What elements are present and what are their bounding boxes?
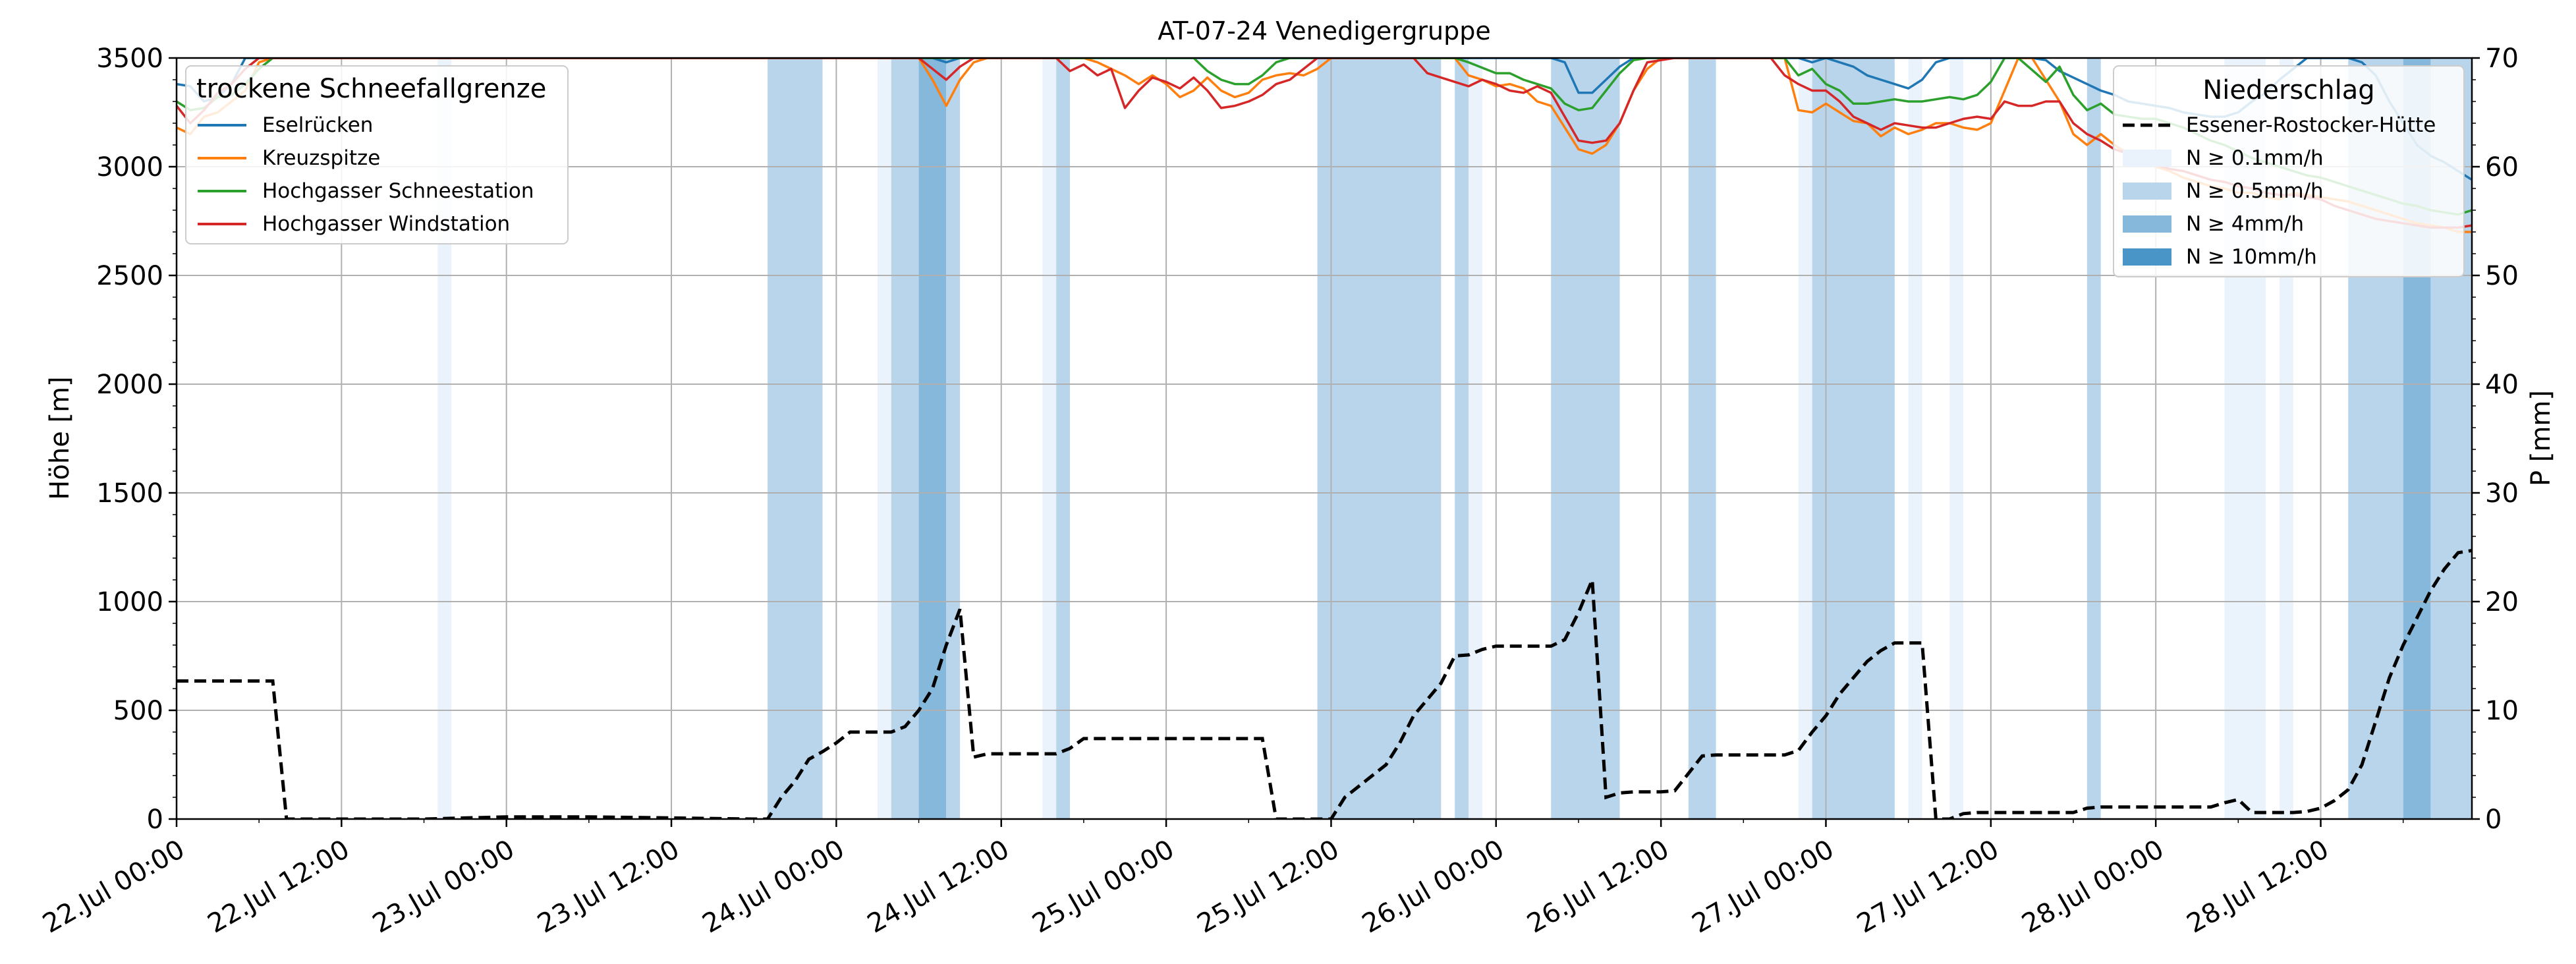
- legend-snow-entry-0: Eselrücken: [262, 113, 373, 137]
- precip-band: [918, 58, 947, 819]
- plot-frame: [175, 57, 2473, 820]
- precip-band: [877, 58, 891, 819]
- legend-precip-swatch-3: [2123, 248, 2171, 266]
- legend-precip-swatch-1: [2123, 183, 2171, 200]
- y2-tick-label: 10: [2485, 696, 2519, 726]
- legend-snow-title: trockene Schneefallgrenze: [196, 74, 546, 104]
- precip-band: [1949, 58, 1964, 819]
- precip-band: [437, 58, 452, 819]
- precip-bands: [437, 58, 2472, 819]
- legend-precip-line-entry: Essener-Rostocker-Hütte: [2186, 113, 2436, 137]
- legend-precip-swatch-0: [2123, 150, 2171, 167]
- legend-precip-entry-0: N ≥ 0.1mm/h: [2186, 146, 2324, 170]
- legend-precip-title: Niederschlag: [2202, 75, 2374, 105]
- y2-tick-label: 70: [2485, 43, 2519, 74]
- legend-precip-entry-1: N ≥ 0.5mm/h: [2186, 179, 2324, 203]
- legend-snow: trockene Schneefallgrenze Eselrücken Kre…: [185, 65, 569, 244]
- y2-tick-label: 50: [2485, 261, 2519, 291]
- precip-band: [1688, 58, 1716, 819]
- precip-band: [1455, 58, 1469, 819]
- y2-tick-label: 0: [2485, 805, 2502, 835]
- legend-precip-entry-2: N ≥ 4mm/h: [2186, 212, 2304, 236]
- precip-band: [1551, 58, 1620, 819]
- y2-tick-label: 30: [2485, 478, 2519, 509]
- legend-precip-entry-3: N ≥ 10mm/h: [2186, 245, 2317, 269]
- y-tick-label: 3500: [96, 43, 163, 74]
- y-tick-label: 1000: [96, 587, 163, 617]
- y2-tick-label: 40: [2485, 370, 2519, 400]
- y-tick-label: 1500: [96, 478, 163, 509]
- y2-tick-label: 60: [2485, 152, 2519, 183]
- legend-snow-entry-1: Kreuzspitze: [262, 146, 380, 170]
- y2-tick-label: 20: [2485, 587, 2519, 617]
- precip-band: [2086, 58, 2101, 819]
- y-tick-label: 2000: [96, 370, 163, 400]
- legend-snow-entry-3: Hochgasser Windstation: [262, 212, 510, 236]
- y-axis-label: Höhe [m]: [45, 376, 75, 499]
- y-tick-label: 500: [113, 696, 163, 726]
- precip-band: [891, 58, 919, 819]
- precip-band: [1798, 58, 1812, 819]
- legend-precip: Niederschlag Essener-Rostocker-Hütte N ≥…: [2113, 65, 2465, 277]
- precip-band: [1042, 58, 1057, 819]
- y-tick-label: 3000: [96, 152, 163, 183]
- y-tick-label: 2500: [96, 261, 163, 291]
- legend-snow-entry-2: Hochgasser Schneestation: [262, 179, 534, 203]
- y-tick-label: 0: [147, 805, 163, 835]
- precip-band: [1317, 58, 1442, 819]
- y2-axis-label: P [mm]: [2526, 390, 2556, 486]
- legend-precip-swatch-2: [2123, 215, 2171, 233]
- precip-band: [1056, 58, 1071, 819]
- precip-band: [1469, 58, 1482, 819]
- chart-title: AT-07-24 Venedigergruppe: [1158, 16, 1490, 45]
- precip-band: [1908, 58, 1922, 819]
- precip-band: [1812, 58, 1895, 819]
- precip-band: [946, 58, 961, 819]
- precip-band: [768, 58, 823, 819]
- snow-line-eselr-cken: [177, 58, 2472, 181]
